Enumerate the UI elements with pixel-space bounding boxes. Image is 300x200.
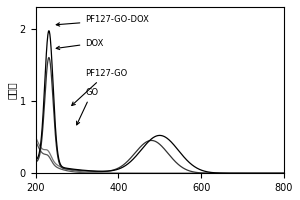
Y-axis label: 吸光度: 吸光度 — [7, 81, 17, 99]
Text: PF127-GO: PF127-GO — [72, 69, 128, 106]
Text: GO: GO — [76, 88, 98, 125]
Text: DOX: DOX — [56, 39, 104, 50]
Text: PF127-GO-DOX: PF127-GO-DOX — [56, 15, 149, 26]
